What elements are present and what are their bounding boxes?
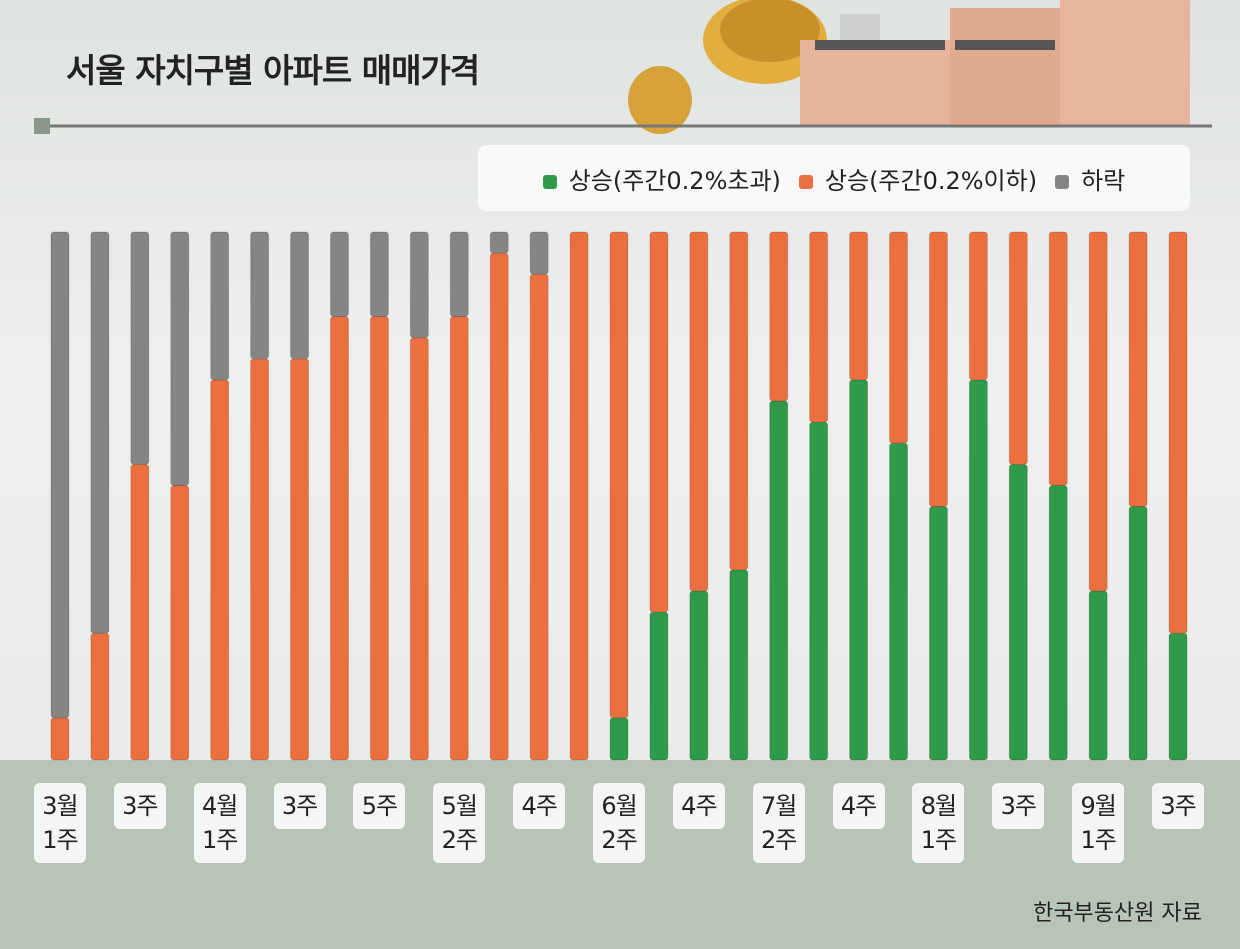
bar-segment	[1088, 231, 1108, 592]
bar-segment	[290, 358, 310, 761]
x-tick-label: 6월 2주	[593, 783, 645, 863]
bar-segment	[90, 632, 110, 761]
bar-segment	[1168, 231, 1188, 634]
bar-segment	[529, 273, 549, 761]
bar-segment	[50, 231, 70, 719]
x-tick-label: 8월 1주	[912, 783, 965, 863]
x-tick-label: 5월 2주	[433, 783, 486, 863]
bar-segment	[290, 231, 310, 360]
x-tick-label: 3주	[1152, 783, 1205, 829]
bar-segment	[250, 231, 270, 360]
bar-segment	[928, 506, 948, 761]
bar-segment	[90, 231, 110, 634]
x-tick-label: 4주	[832, 783, 885, 829]
bar-segment	[329, 315, 349, 761]
legend-item: 상승(주간0.2%이하)	[798, 161, 1038, 196]
bar-segment	[609, 231, 629, 719]
x-tick-label: 9월 1주	[1072, 783, 1125, 863]
bar-segment	[409, 231, 429, 339]
bar-segment	[130, 231, 150, 465]
bar-segment	[210, 379, 230, 761]
x-tick-label: 7월 2주	[752, 783, 805, 863]
x-tick-label: 3주	[992, 783, 1045, 829]
bar-segment	[769, 400, 789, 761]
bar-segment	[369, 315, 389, 761]
legend: 상승(주간0.2%초과) 상승(주간0.2%이하) 하락	[478, 145, 1190, 211]
bar-segment	[369, 231, 389, 317]
bar-segment	[1088, 590, 1108, 761]
bar-segment	[889, 231, 909, 444]
bar-segment	[329, 231, 349, 317]
bar-segment	[689, 231, 709, 592]
bar-segment	[489, 231, 509, 254]
bar-segment	[489, 252, 509, 761]
bar-segment	[449, 315, 469, 761]
bar-segment	[1128, 231, 1148, 508]
legend-item: 상승(주간0.2%초과)	[542, 161, 781, 196]
bar-segment	[1048, 231, 1068, 486]
bar-segment	[769, 231, 789, 402]
legend-label: 상승(주간0.2%이하)	[824, 166, 1038, 195]
chart-title: 서울 자치구별 아파트 매매가격	[66, 51, 480, 90]
legend-label: 상승(주간0.2%초과)	[568, 166, 781, 195]
bar-segment	[50, 717, 70, 761]
bar-segment	[968, 231, 988, 381]
x-tick-label: 3주	[113, 783, 166, 829]
legend-item: 하락	[1055, 161, 1125, 196]
legend-swatch	[1055, 174, 1070, 189]
bar-segment	[529, 231, 549, 275]
x-tick-label: 4주	[513, 783, 566, 829]
bar-segment	[1048, 484, 1068, 761]
legend-label: 하락	[1081, 166, 1126, 195]
illustration	[628, 0, 1190, 134]
bar-segment	[649, 611, 669, 761]
bar-segment	[1008, 463, 1028, 761]
bar-segment	[130, 463, 150, 761]
source: 한국부동산원 자료	[1033, 901, 1202, 926]
bar-segment	[729, 569, 749, 761]
bar-segment	[1168, 632, 1188, 761]
bar-segment	[609, 717, 629, 761]
bar-segment	[809, 421, 829, 761]
x-tick-label: 5주	[353, 783, 406, 829]
x-tick-label: 3주	[273, 783, 326, 829]
bar-segment	[170, 231, 190, 486]
bar-segment	[968, 379, 988, 761]
bar-segment	[449, 231, 469, 317]
bar-segment	[928, 231, 948, 508]
x-tick-label: 4주	[672, 783, 725, 829]
bar-segment	[1008, 231, 1028, 465]
bar-segment	[210, 231, 230, 381]
bar-segment	[569, 231, 589, 761]
bar-segment	[809, 231, 829, 423]
x-tick-label: 4월 1주	[193, 783, 246, 863]
divider-cap	[34, 118, 50, 134]
bar-segment	[250, 358, 270, 761]
bar-segment	[1128, 506, 1148, 761]
bar-segment	[409, 337, 429, 761]
bar-segment	[849, 231, 869, 381]
x-tick-label: 3월 1주	[33, 783, 86, 863]
bar-segment	[170, 484, 190, 761]
bar-segment	[849, 379, 869, 761]
legend-swatch	[542, 174, 557, 189]
bar-segment	[889, 442, 909, 761]
bar-segment	[729, 231, 749, 571]
bar-segment	[649, 231, 669, 613]
bar-segment	[689, 590, 709, 761]
legend-swatch	[798, 174, 813, 189]
